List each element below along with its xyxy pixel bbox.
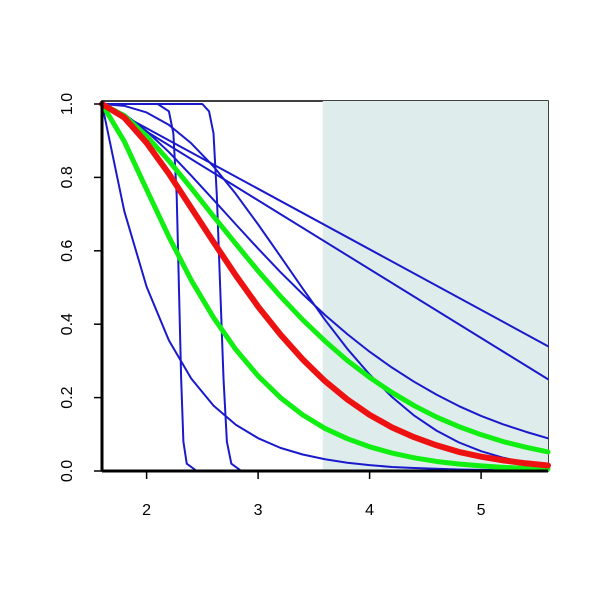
x-tick-label: 2 (142, 502, 151, 519)
curve (99, 101, 551, 472)
curve (101, 103, 549, 440)
y-tick-label: 0.0 (59, 460, 76, 482)
x-tick-label: 4 (365, 502, 374, 519)
curve (101, 103, 549, 472)
curve (101, 103, 549, 472)
y-tick-label: 0.4 (59, 313, 76, 335)
y-tick-label: 0.6 (59, 240, 76, 262)
x-tick-label: 5 (477, 502, 486, 519)
curve (99, 101, 551, 469)
curve (101, 103, 549, 381)
curve (99, 101, 551, 455)
y-tick-label: 1.0 (59, 93, 76, 115)
curve (101, 103, 549, 467)
x-tick-label: 3 (254, 502, 263, 519)
y-tick-label: 0.2 (59, 386, 76, 408)
curve (101, 103, 549, 348)
y-tick-label: 0.8 (59, 166, 76, 188)
